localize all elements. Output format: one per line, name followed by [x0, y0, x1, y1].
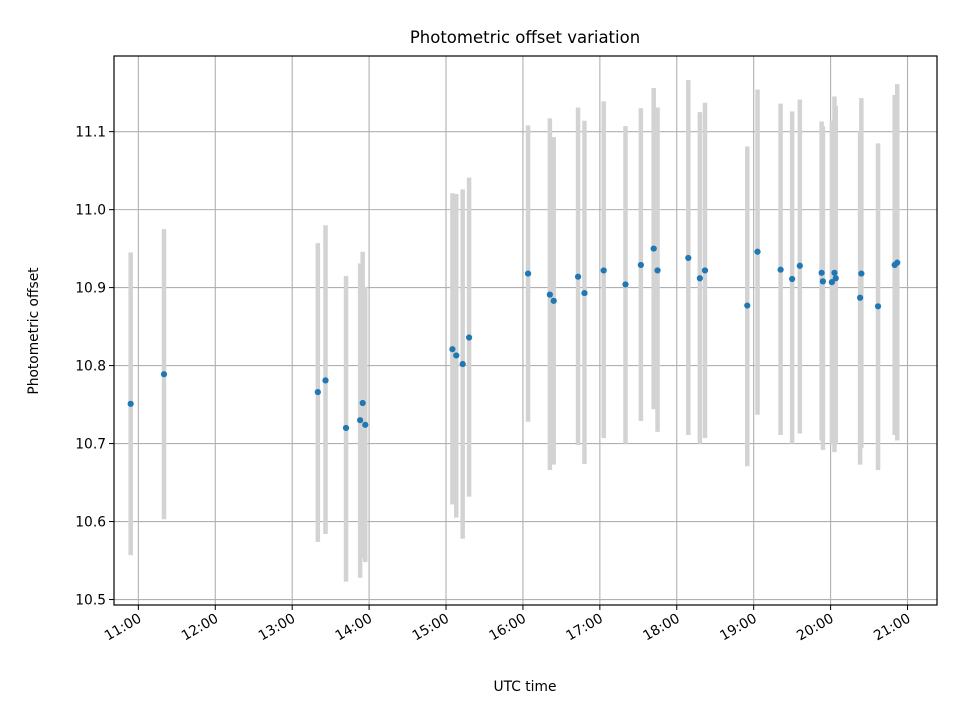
data-point — [818, 269, 825, 276]
y-axis-ticks: 10.5 10.6 10.7 10.8 10.9 11.0 11.1 — [75, 125, 114, 609]
data-point — [654, 267, 661, 274]
data-point — [685, 254, 692, 262]
data-point — [832, 275, 839, 282]
y-tick-label: 11.1 — [75, 125, 106, 141]
grid — [114, 56, 937, 605]
data-point — [858, 270, 865, 277]
data-point — [777, 266, 784, 273]
data-point — [637, 261, 644, 269]
data-point — [574, 273, 582, 280]
data-point — [622, 281, 629, 288]
data-point — [362, 421, 369, 428]
data-point — [744, 302, 751, 309]
data-point — [160, 371, 168, 378]
y-tick-label: 10.9 — [75, 281, 106, 297]
data-point — [314, 389, 321, 396]
data-point — [650, 245, 657, 252]
data-point — [359, 399, 366, 407]
data-point — [127, 400, 134, 407]
data-point — [342, 424, 350, 432]
data-point — [789, 275, 796, 283]
data-point — [796, 262, 803, 269]
data-point — [819, 278, 827, 285]
data-point — [600, 267, 607, 274]
data-point — [856, 294, 864, 301]
data-point — [894, 259, 901, 266]
data-point — [449, 346, 456, 353]
y-tick-label: 10.5 — [75, 593, 106, 609]
data-point — [524, 270, 532, 277]
data-point — [550, 297, 557, 304]
data-point — [322, 377, 329, 384]
chart-title: Photometric offset variation — [410, 28, 640, 47]
data-points — [127, 245, 901, 432]
y-tick-label: 10.8 — [75, 359, 106, 375]
y-tick-label: 10.6 — [75, 515, 106, 531]
y-axis-label: Photometric offset — [26, 267, 42, 395]
data-point — [581, 289, 588, 297]
data-point — [701, 267, 709, 274]
y-tick-label: 11.0 — [75, 203, 106, 219]
y-tick-label: 10.7 — [75, 437, 106, 453]
data-point — [696, 275, 703, 282]
data-point — [453, 352, 460, 359]
data-point — [546, 291, 553, 298]
data-point — [465, 334, 473, 341]
data-point — [828, 279, 835, 286]
plot-frame — [113, 55, 938, 606]
data-point — [874, 303, 882, 310]
data-point — [754, 248, 761, 255]
data-point — [831, 269, 838, 276]
x-axis-label: UTC time — [494, 679, 557, 695]
data-point — [357, 417, 364, 424]
data-point — [459, 360, 466, 368]
